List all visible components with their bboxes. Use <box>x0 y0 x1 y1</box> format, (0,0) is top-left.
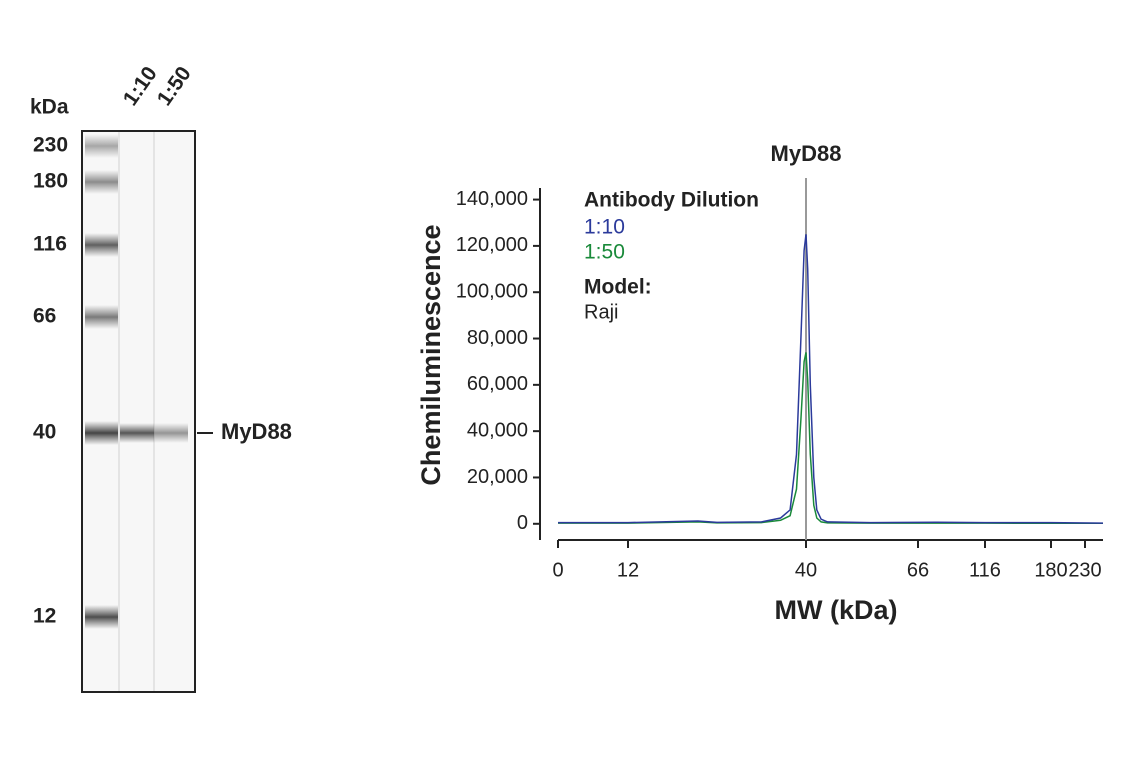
x-tick-label: 180 <box>1034 559 1067 581</box>
x-axis-title: MW (kDa) <box>775 595 898 625</box>
legend-entry: 1:10 <box>584 216 625 239</box>
x-tick-label: 116 <box>969 559 1001 581</box>
sample-band <box>120 423 154 443</box>
x-tick-label: 40 <box>795 559 817 581</box>
annotation: Raji <box>584 301 618 323</box>
legend-entry: 1:50 <box>584 241 625 264</box>
chart-title: MyD88 <box>771 141 842 166</box>
blot-frame <box>81 130 196 693</box>
lane-label: 1:10 <box>119 62 162 110</box>
band-label: MyD88 <box>221 419 292 444</box>
ladder-band <box>85 134 118 158</box>
marker-label: 180 <box>33 170 68 193</box>
lane-label: 1:50 <box>153 62 196 110</box>
ladder-band <box>85 233 118 257</box>
x-tick-label: 0 <box>552 559 563 581</box>
ladder-band <box>85 305 118 329</box>
ladder-band <box>85 170 118 194</box>
y-tick-label: 120,000 <box>456 234 528 256</box>
marker-label: 66 <box>33 305 56 328</box>
series-line <box>558 234 1104 524</box>
y-tick-label: 80,000 <box>467 327 528 349</box>
legend-title: Antibody Dilution <box>584 189 759 212</box>
y-tick-label: 140,000 <box>456 188 528 210</box>
series-line <box>558 352 1103 525</box>
sample-band <box>154 423 188 443</box>
marker-label: 12 <box>33 605 56 628</box>
y-tick-label: 100,000 <box>456 280 528 302</box>
x-tick-label: 230 <box>1068 559 1101 581</box>
kda-label: kDa <box>30 96 69 119</box>
y-tick-label: 20,000 <box>467 466 528 488</box>
marker-label: 230 <box>33 134 68 157</box>
ladder-band <box>85 605 118 629</box>
annotation: Model: <box>584 276 652 299</box>
y-tick-label: 0 <box>517 512 528 534</box>
marker-label: 116 <box>33 233 67 256</box>
marker-label: 40 <box>33 421 56 444</box>
ladder-band <box>85 421 118 445</box>
y-axis-title: Chemiluminescence <box>416 224 446 485</box>
y-tick-label: 60,000 <box>467 373 528 395</box>
y-tick-label: 40,000 <box>467 419 528 441</box>
x-tick-label: 12 <box>617 559 639 581</box>
x-tick-label: 66 <box>907 559 929 581</box>
